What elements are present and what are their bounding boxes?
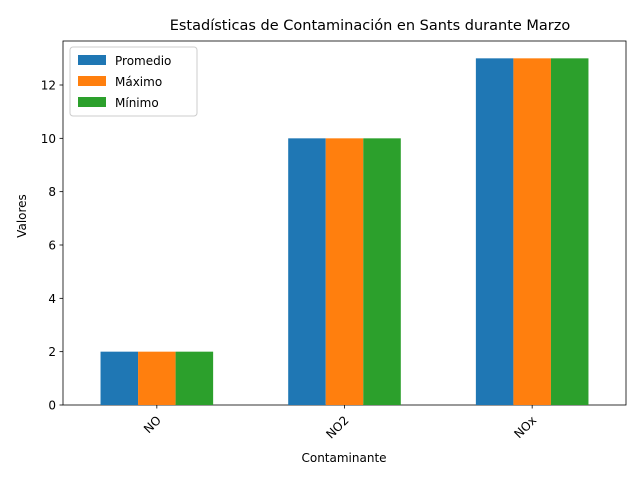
y-tick-label: 2 <box>48 345 56 359</box>
bar-no2-series-2 <box>363 138 401 406</box>
legend-swatch <box>78 55 106 65</box>
bar-nox-series-1 <box>513 58 551 405</box>
x-tick-label: NOx <box>511 413 539 441</box>
chart-title: Estadísticas de Contaminación en Sants d… <box>170 18 571 34</box>
y-tick-label: 6 <box>48 239 56 253</box>
y-tick-label: 0 <box>48 399 56 413</box>
bar-nox-series-0 <box>475 58 514 405</box>
y-tick-label: 10 <box>41 132 56 146</box>
bar-no2-series-1 <box>325 138 364 406</box>
legend-swatch <box>78 97 106 107</box>
x-tick-label: NO <box>141 413 164 436</box>
bars-group <box>100 58 589 406</box>
legend-label: Promedio <box>115 54 171 68</box>
bar-no-series-0 <box>100 351 139 405</box>
legend-swatch <box>78 76 106 86</box>
bar-no-series-2 <box>175 351 214 405</box>
bar-no2-series-0 <box>288 138 326 406</box>
bar-nox-series-2 <box>550 58 589 405</box>
y-axis: 0 2 4 6 8 10 12 <box>41 79 63 413</box>
x-axis-label: Contaminante <box>301 451 386 465</box>
x-axis: NO NO2 NOx <box>141 405 539 442</box>
y-axis-label: Valores <box>15 194 29 238</box>
legend-label: Mínimo <box>115 96 159 110</box>
legend-label: Máximo <box>115 75 162 89</box>
legend: Promedio Máximo Mínimo <box>69 46 198 117</box>
y-tick-label: 8 <box>48 185 56 199</box>
x-tick-label: NO2 <box>323 413 351 441</box>
y-tick-label: 12 <box>41 79 56 93</box>
bar-no-series-1 <box>138 351 176 405</box>
y-tick-label: 4 <box>48 292 56 306</box>
